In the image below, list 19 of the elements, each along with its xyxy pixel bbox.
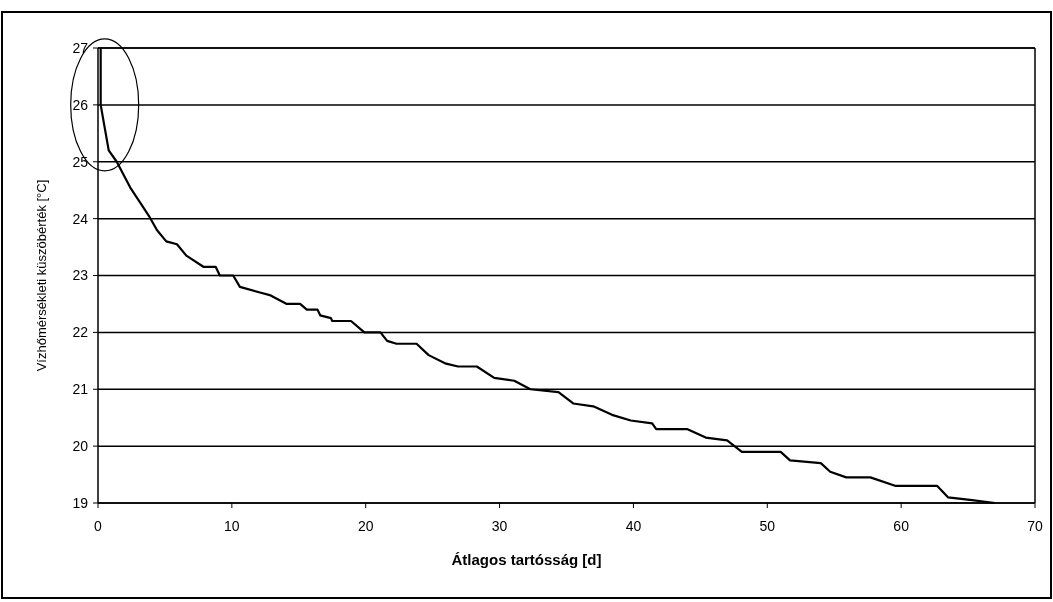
y-tick-label: 22 — [72, 324, 89, 341]
x-tick-label: 20 — [357, 518, 374, 534]
x-tick-label: 10 — [224, 518, 240, 534]
y-tick-label: 27 — [72, 39, 89, 56]
y-tick-label: 24 — [72, 210, 89, 227]
x-tick-label: 60 — [893, 518, 910, 534]
x-tick-label: 50 — [759, 518, 776, 534]
y-tick-label: 26 — [72, 96, 89, 113]
y-tick-label: 23 — [72, 267, 89, 284]
y-tick-label: 20 — [72, 438, 89, 455]
y-tick-label: 19 — [72, 494, 89, 511]
y-axis-title: Vízhőmérsékleti küszöbérték [°C] — [34, 179, 49, 372]
x-tick-label: 0 — [94, 518, 103, 534]
x-tick-label: 30 — [491, 518, 508, 534]
x-tick-label: 40 — [625, 518, 642, 534]
x-tick-label: 70 — [1027, 518, 1043, 534]
x-axis-title: Átlagos tartósság [d] — [451, 551, 602, 568]
y-tick-label: 21 — [72, 381, 89, 398]
y-tick-label: 25 — [72, 153, 89, 170]
